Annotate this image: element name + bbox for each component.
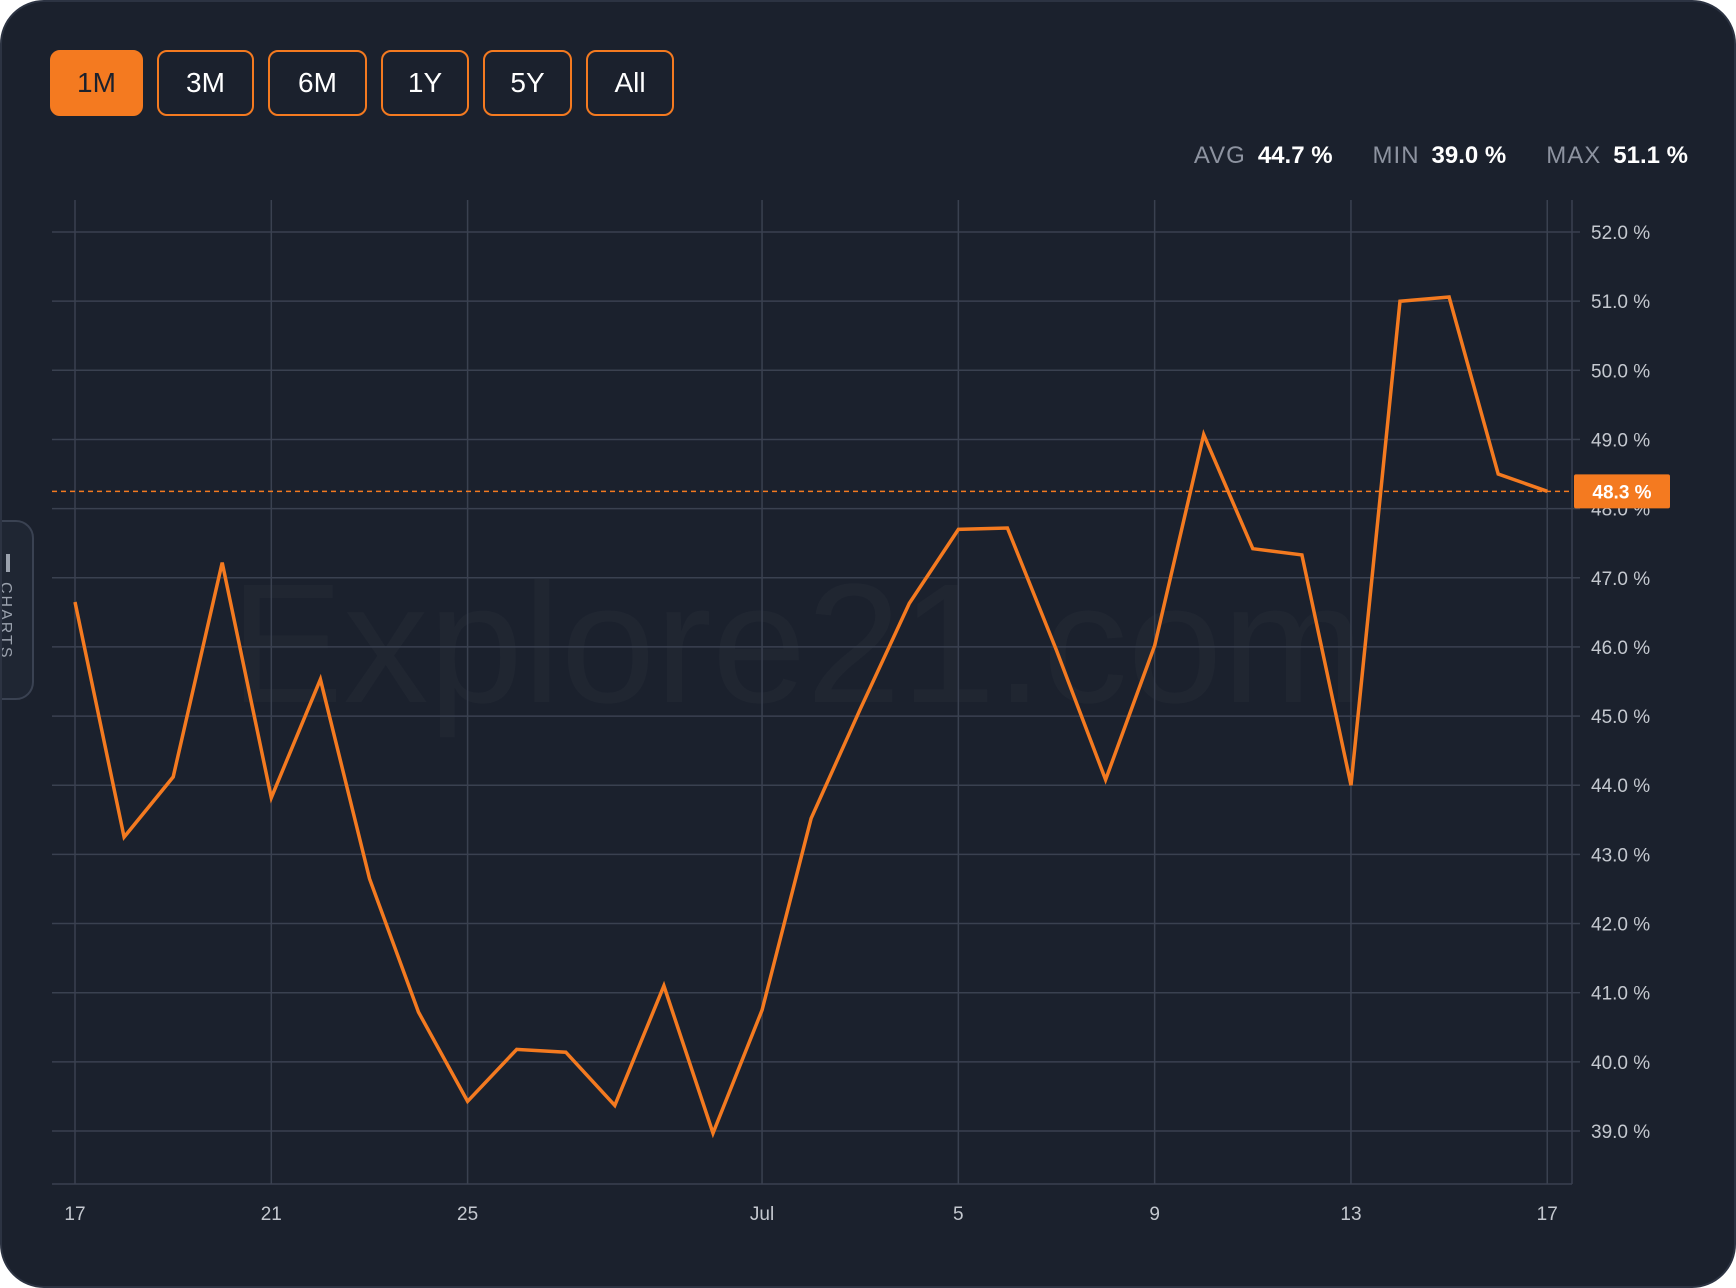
y-tick-label: 51.0 % xyxy=(1591,292,1650,313)
stat-avg-label: AVG xyxy=(1193,142,1246,169)
x-tick-label: 9 xyxy=(1149,1204,1160,1225)
x-tick-label: 25 xyxy=(457,1204,478,1225)
range-button-1m[interactable]: 1M xyxy=(50,50,143,116)
x-tick-label: 5 xyxy=(953,1204,964,1225)
stat-min: MIN 39.0 % xyxy=(1373,142,1507,170)
y-tick-label: 44.0 % xyxy=(1591,776,1650,797)
charts-side-tab-label: CHARTS xyxy=(0,582,14,660)
stat-min-value: 39.0 % xyxy=(1431,142,1507,169)
y-tick-label: 43.0 % xyxy=(1591,845,1650,866)
range-button-1y[interactable]: 1Y xyxy=(381,50,469,116)
x-tick-label: 17 xyxy=(1537,1204,1558,1225)
stat-min-label: MIN xyxy=(1372,142,1420,169)
stats-summary: AVG 44.7 % MIN 39.0 % MAX 51.1 % xyxy=(1154,142,1688,170)
range-button-3m[interactable]: 3M xyxy=(157,50,254,116)
range-button-6m[interactable]: 6M xyxy=(268,50,367,116)
x-tick-label: 17 xyxy=(64,1204,85,1225)
range-button-all[interactable]: All xyxy=(586,50,674,116)
y-tick-label: 42.0 % xyxy=(1591,915,1650,936)
charts-side-tab[interactable]: CHARTS xyxy=(0,520,34,700)
y-tick-label: 41.0 % xyxy=(1591,984,1650,1005)
x-tick-label: 13 xyxy=(1340,1204,1361,1225)
stat-max-label: MAX xyxy=(1546,142,1602,169)
stat-avg-value: 44.7 % xyxy=(1257,142,1333,169)
x-tick-label: Jul xyxy=(750,1204,774,1225)
y-tick-label: 39.0 % xyxy=(1591,1122,1650,1143)
bar-chart-icon xyxy=(6,554,10,572)
range-selector: 1M 3M 6M 1Y 5Y All xyxy=(50,50,688,116)
y-tick-label: 40.0 % xyxy=(1591,1053,1650,1074)
stat-max-value: 51.1 % xyxy=(1613,142,1688,169)
last-value-label: 48.3 % xyxy=(1592,482,1651,503)
stat-max: MAX 51.1 % xyxy=(1546,142,1688,170)
y-tick-label: 47.0 % xyxy=(1591,569,1650,590)
y-tick-label: 49.0 % xyxy=(1591,430,1650,451)
y-tick-label: 50.0 % xyxy=(1591,361,1650,382)
last-value-badge xyxy=(1574,474,1670,509)
stat-avg: AVG 44.7 % xyxy=(1194,142,1333,170)
y-tick-label: 52.0 % xyxy=(1591,223,1650,244)
x-tick-label: 21 xyxy=(261,1204,282,1225)
data-line-series xyxy=(73,295,1548,1139)
y-tick-label: 46.0 % xyxy=(1591,638,1650,659)
y-tick-label: 45.0 % xyxy=(1591,707,1650,728)
range-button-5y[interactable]: 5Y xyxy=(483,50,572,116)
